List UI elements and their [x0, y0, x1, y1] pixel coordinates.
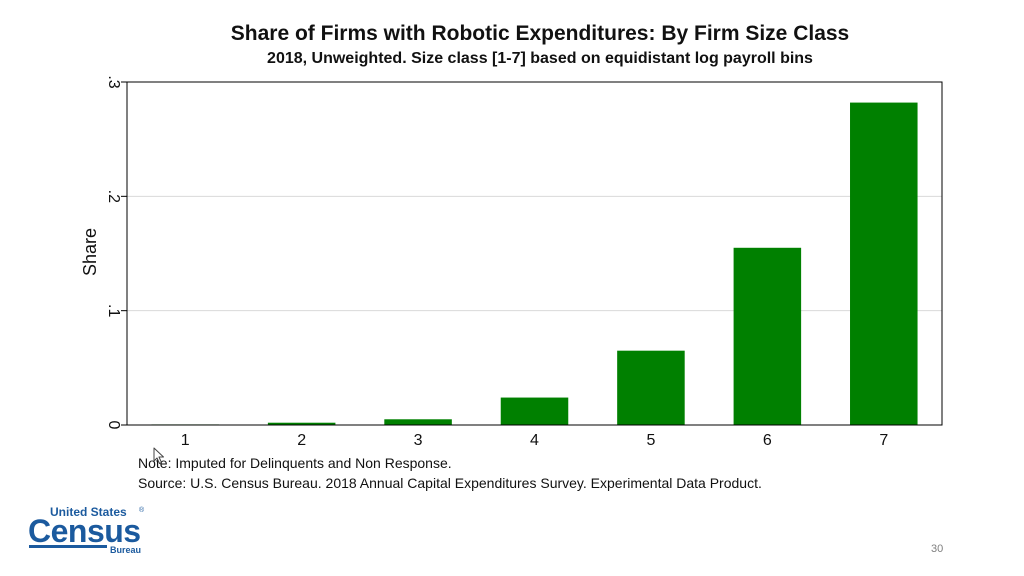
logo-underline	[29, 545, 107, 548]
logo-census: Census	[28, 513, 141, 549]
x-tick-label: 7	[879, 432, 888, 449]
bar-size-class-6	[733, 247, 802, 425]
census-bureau-logo: United States ® Census Bureau	[28, 505, 145, 555]
y-axis-label: Share	[80, 228, 100, 276]
bar-size-class-7	[850, 102, 918, 425]
chart-title: Share of Firms with Robotic Expenditures…	[230, 22, 850, 45]
logo-registered-mark: ®	[139, 506, 145, 514]
bar-size-class-4	[500, 397, 569, 425]
x-tick-label: 4	[530, 432, 539, 449]
x-tick-label: 5	[646, 432, 655, 449]
x-tick-label: 1	[181, 432, 190, 449]
x-tick-label: 3	[414, 432, 423, 449]
bar-size-class-5	[617, 350, 685, 425]
chart-source: Source: U.S. Census Bureau. 2018 Annual …	[138, 475, 762, 491]
bars	[151, 102, 918, 425]
chart-note: Note: Imputed for Delinquents and Non Re…	[138, 455, 452, 471]
plot-frame	[126, 81, 943, 426]
logo-bureau: Bureau	[110, 545, 141, 555]
x-tick-label: 6	[763, 432, 772, 449]
chart-subtitle: 2018, Unweighted. Size class [1-7] based…	[267, 50, 813, 67]
x-tick-label: 2	[297, 432, 306, 449]
y-tick-label: .3	[105, 75, 122, 88]
x-axis-ticks: 1 2 3 4 5 6 7	[181, 432, 889, 449]
y-tick-label: 0	[105, 421, 122, 430]
logo-united-states: United States	[50, 505, 127, 519]
bar-size-class-3	[384, 419, 452, 425]
y-tick-label: .2	[105, 190, 122, 203]
y-tick-label: .1	[105, 304, 122, 317]
y-axis-ticks: 0 .1 .2 .3	[105, 75, 127, 430]
bar-size-class-2	[267, 422, 336, 425]
slide-number: 30	[931, 543, 944, 555]
gridlines	[127, 81, 942, 312]
mouse-pointer-icon	[153, 447, 164, 464]
